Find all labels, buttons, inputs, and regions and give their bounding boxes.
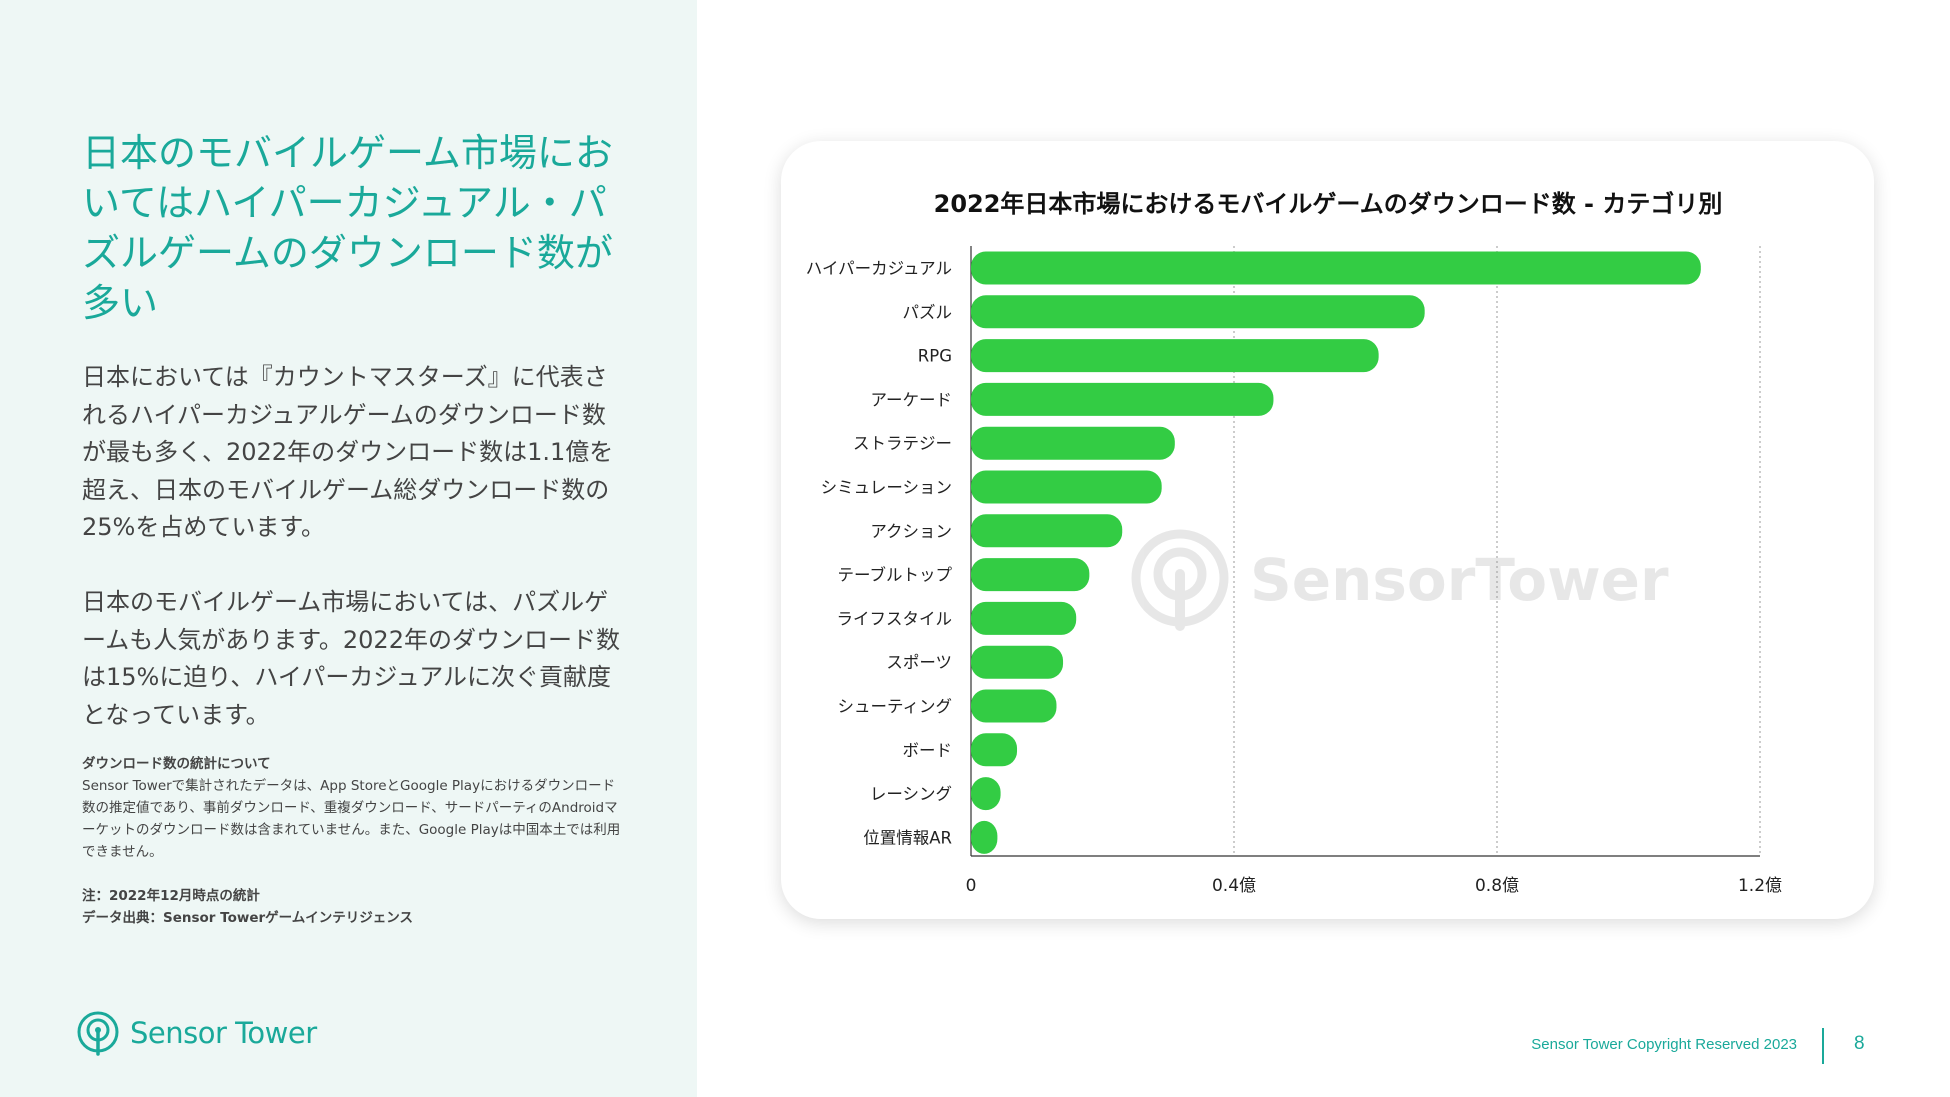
- x-tick-label: 0.8億: [1475, 876, 1519, 896]
- sensor-tower-logo: Sensor Tower: [76, 1010, 317, 1056]
- x-tick-label: 0.4億: [1212, 876, 1256, 896]
- footer-divider: [1822, 1028, 1824, 1064]
- bar: [971, 645, 1064, 679]
- category-label: テーブルトップ: [837, 565, 952, 585]
- left-panel: [0, 0, 697, 1097]
- notes-heading: ダウンロード数の統計について: [82, 756, 271, 772]
- bar: [971, 251, 1701, 285]
- category-label: シューティング: [837, 697, 952, 716]
- svg-text:SensorTower: SensorTower: [1250, 546, 1669, 614]
- bar: [971, 514, 1123, 548]
- x-tick-label: 1.2億: [1738, 876, 1782, 896]
- body-paragraph-2: 日本のモバイルゲーム市場においては、パズルゲームも人気があります。2022年のダ…: [82, 588, 620, 729]
- date-note: 注：2022年12月時点の統計: [82, 888, 260, 904]
- category-label: ライフスタイル: [837, 609, 953, 628]
- bar: [971, 601, 1077, 635]
- bar: [971, 820, 998, 854]
- category-label: ハイパーカジュアル: [806, 259, 952, 278]
- category-label: ボード: [903, 741, 953, 760]
- source-note: データ出典：Sensor Towerゲームインテリジェンス: [82, 910, 413, 926]
- category-label: アクション: [870, 522, 952, 541]
- headline: 日本のモバイルゲーム市場においてはハイパーカジュアル・パズルゲームのダウンロード…: [82, 131, 613, 325]
- notes-body: Sensor Towerで集計されたデータは、App StoreとGoogle …: [82, 778, 621, 860]
- footer-copyright: Sensor Tower Copyright Reserved 2023: [1531, 1036, 1797, 1053]
- bar: [971, 733, 1018, 767]
- bar: [971, 382, 1274, 416]
- bar: [971, 339, 1379, 373]
- chart-title: 2022年日本市場におけるモバイルゲームのダウンロード数 - カテゴリ別: [934, 190, 1723, 218]
- logo-wordmark: Sensor Tower: [130, 1016, 317, 1050]
- bar: [971, 295, 1425, 329]
- category-label: 位置情報AR: [863, 828, 952, 847]
- bar: [971, 558, 1090, 592]
- bar: [971, 777, 1001, 811]
- body-paragraph-1: 日本においては『カウントマスターズ』に代表されるハイパーカジュアルゲームのダウン…: [82, 363, 614, 541]
- category-label: レーシング: [870, 785, 952, 804]
- category-label: スポーツ: [886, 653, 952, 672]
- x-tick-label: 0: [966, 876, 977, 896]
- page-number: 8: [1854, 1033, 1865, 1054]
- category-label: アーケード: [870, 390, 952, 409]
- notes-block: ダウンロード数の統計について Sensor Towerで集計されたデータは、Ap…: [82, 753, 622, 929]
- category-label: シミュレーション: [821, 478, 952, 497]
- category-label: RPG: [918, 347, 952, 366]
- bar: [971, 470, 1162, 504]
- category-label: ストラテジー: [853, 434, 952, 453]
- sensor-tower-logo-icon: [77, 1011, 119, 1056]
- category-label: パズル: [903, 303, 953, 322]
- bar: [971, 426, 1175, 460]
- watermark: SensorTower: [1131, 529, 1669, 631]
- bar: [971, 689, 1057, 723]
